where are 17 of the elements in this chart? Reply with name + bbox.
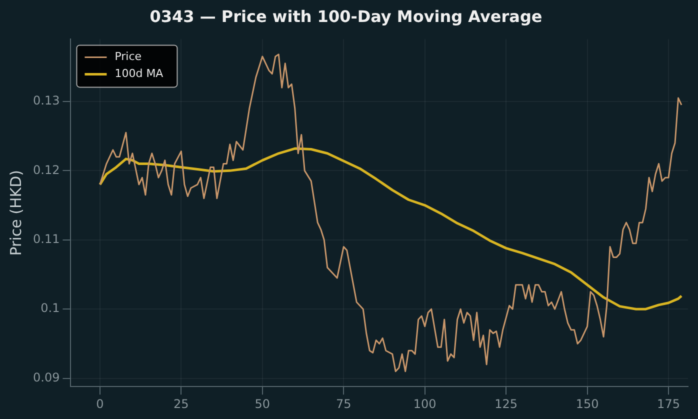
x-tick-label: 175 bbox=[657, 396, 680, 411]
chart-title: 0343 — Price with 100-Day Moving Average bbox=[150, 6, 542, 26]
legend-label: Price bbox=[114, 50, 142, 64]
y-tick-label: 0.13 bbox=[33, 94, 60, 108]
x-tick-label: 25 bbox=[174, 396, 189, 411]
y-tick-label: 0.09 bbox=[33, 370, 60, 384]
x-tick-label: 100 bbox=[413, 396, 436, 411]
x-tick-label: 125 bbox=[494, 396, 518, 411]
y-axis-title: Price (HKD) bbox=[6, 170, 25, 256]
x-tick-label: 50 bbox=[254, 396, 270, 411]
y-tick-label: 0.11 bbox=[33, 232, 60, 246]
x-tick-label: 75 bbox=[336, 396, 352, 411]
legend-label: 100d MA bbox=[114, 67, 164, 80]
y-tick-label: 0.1 bbox=[40, 301, 60, 316]
x-tick-label: 150 bbox=[576, 396, 599, 411]
x-tick-label: 0 bbox=[96, 396, 104, 411]
y-tick-label: 0.12 bbox=[33, 162, 60, 177]
